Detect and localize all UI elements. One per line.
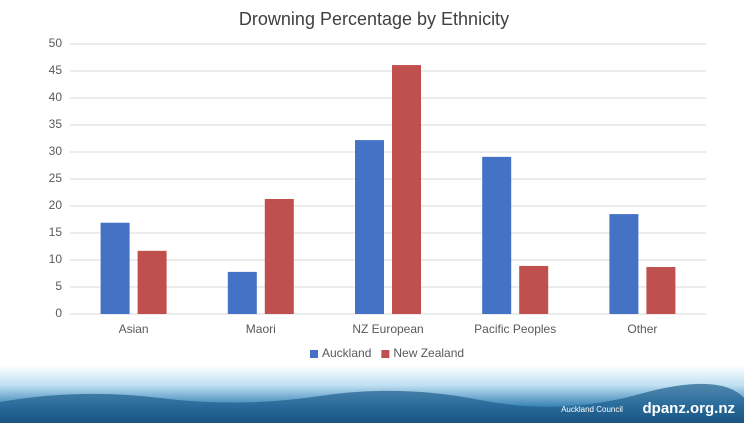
y-tick-label: 40 bbox=[49, 90, 63, 104]
plot-area: 0 5 10 15 20 25 30 35 40 45 50 Asian Maori NZ Europea… bbox=[49, 36, 706, 360]
bar bbox=[355, 140, 384, 314]
x-tick-label: Maori bbox=[246, 322, 276, 336]
x-tick-label: Pacific Peoples bbox=[474, 322, 556, 336]
bar bbox=[100, 222, 130, 314]
y-tick-label: 10 bbox=[49, 252, 63, 266]
bar bbox=[392, 65, 421, 314]
legend-swatch bbox=[310, 350, 318, 358]
bar bbox=[264, 198, 294, 314]
y-tick-label: 35 bbox=[49, 117, 63, 131]
x-tick-label: Other bbox=[627, 322, 657, 336]
y-tick-label: 50 bbox=[49, 36, 63, 50]
x-tick-label: NZ European bbox=[352, 322, 423, 336]
bar bbox=[482, 156, 512, 314]
y-tick-label: 45 bbox=[49, 63, 63, 77]
x-tick-label: Asian bbox=[119, 322, 149, 336]
y-tick-label: 5 bbox=[55, 279, 62, 293]
y-tick-label: 0 bbox=[55, 306, 62, 320]
y-tick-label: 25 bbox=[49, 171, 63, 185]
wave bbox=[0, 383, 744, 423]
y-tick-label: 30 bbox=[49, 144, 63, 158]
bar bbox=[137, 250, 167, 314]
bar bbox=[646, 267, 676, 314]
footer-site: dpanz.org.nz bbox=[643, 400, 736, 417]
legend-label: New Zealand bbox=[393, 346, 464, 360]
y-tick-label: 20 bbox=[49, 198, 63, 212]
legend-label: Auckland bbox=[322, 346, 371, 360]
footer-logo: Auckland Council bbox=[561, 405, 623, 414]
bar bbox=[609, 214, 639, 314]
y-tick-label: 15 bbox=[49, 225, 63, 239]
legend-swatch bbox=[381, 350, 390, 358]
bar bbox=[519, 265, 549, 314]
chart-title: Drowning Percentage by Ethnicity bbox=[239, 9, 509, 29]
bar bbox=[227, 271, 257, 314]
